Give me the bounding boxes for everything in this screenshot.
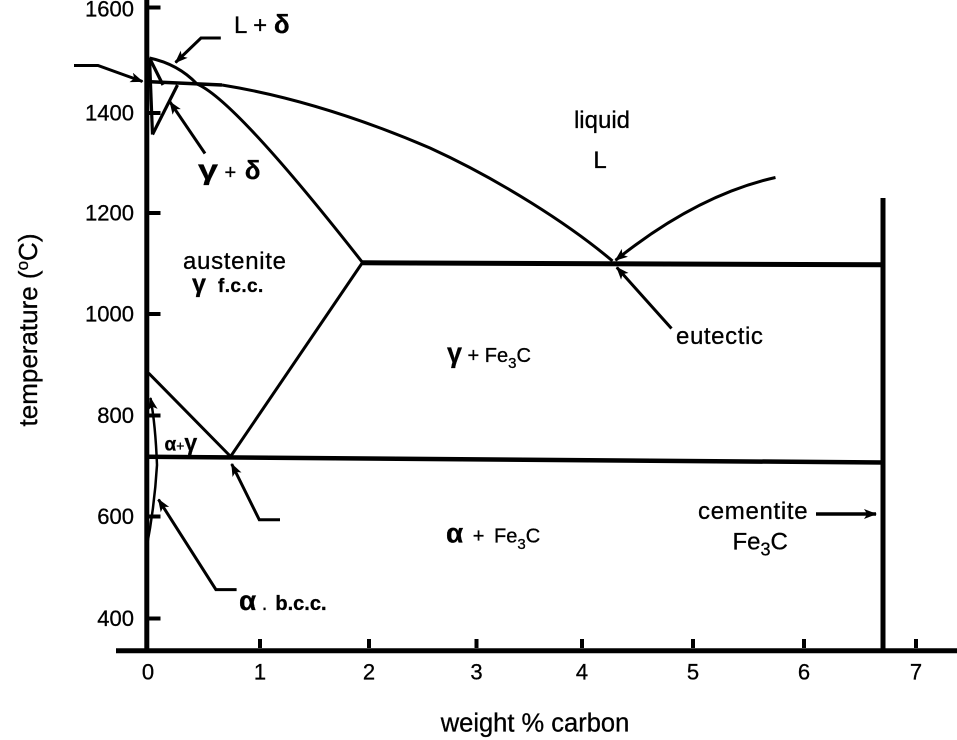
- svg-text:α+γ: α+γ: [165, 430, 198, 456]
- svg-text:Fe3C: Fe3C: [733, 529, 788, 560]
- svg-text:600: 600: [97, 504, 134, 529]
- svg-text:3: 3: [470, 660, 482, 685]
- svg-text:austenite: austenite: [183, 248, 287, 275]
- svg-text:weight % carbon: weight % carbon: [440, 710, 630, 738]
- svg-text:400: 400: [97, 606, 134, 631]
- svg-text:1000: 1000: [85, 302, 134, 327]
- svg-text:1200: 1200: [85, 201, 134, 226]
- svg-text:2: 2: [363, 660, 375, 685]
- svg-text:1400: 1400: [85, 101, 134, 126]
- svg-text:1: 1: [254, 660, 266, 685]
- svg-text:α . b.c.c.: α . b.c.c.: [239, 585, 327, 616]
- svg-text:4: 4: [576, 660, 588, 685]
- svg-text:γ + δ: γ + δ: [198, 154, 261, 185]
- svg-text:α + Fe3C: α + Fe3C: [446, 518, 540, 554]
- svg-text:cementite: cementite: [698, 498, 808, 525]
- svg-text:γf.c.c.: γ f.c.c.: [192, 270, 264, 298]
- svg-text:γ + Fe3C: γ + Fe3C: [447, 337, 531, 372]
- svg-text:7: 7: [910, 660, 922, 685]
- svg-text:0: 0: [142, 660, 154, 685]
- svg-text:1600: 1600: [85, 0, 134, 22]
- svg-text:eutectic: eutectic: [676, 323, 764, 350]
- svg-text:6: 6: [798, 660, 810, 685]
- svg-text:L + δ: L + δ: [234, 9, 290, 39]
- svg-text:L: L: [593, 147, 606, 174]
- svg-text:800: 800: [97, 403, 134, 428]
- svg-text:5: 5: [687, 660, 699, 685]
- svg-text:liquid: liquid: [574, 107, 630, 134]
